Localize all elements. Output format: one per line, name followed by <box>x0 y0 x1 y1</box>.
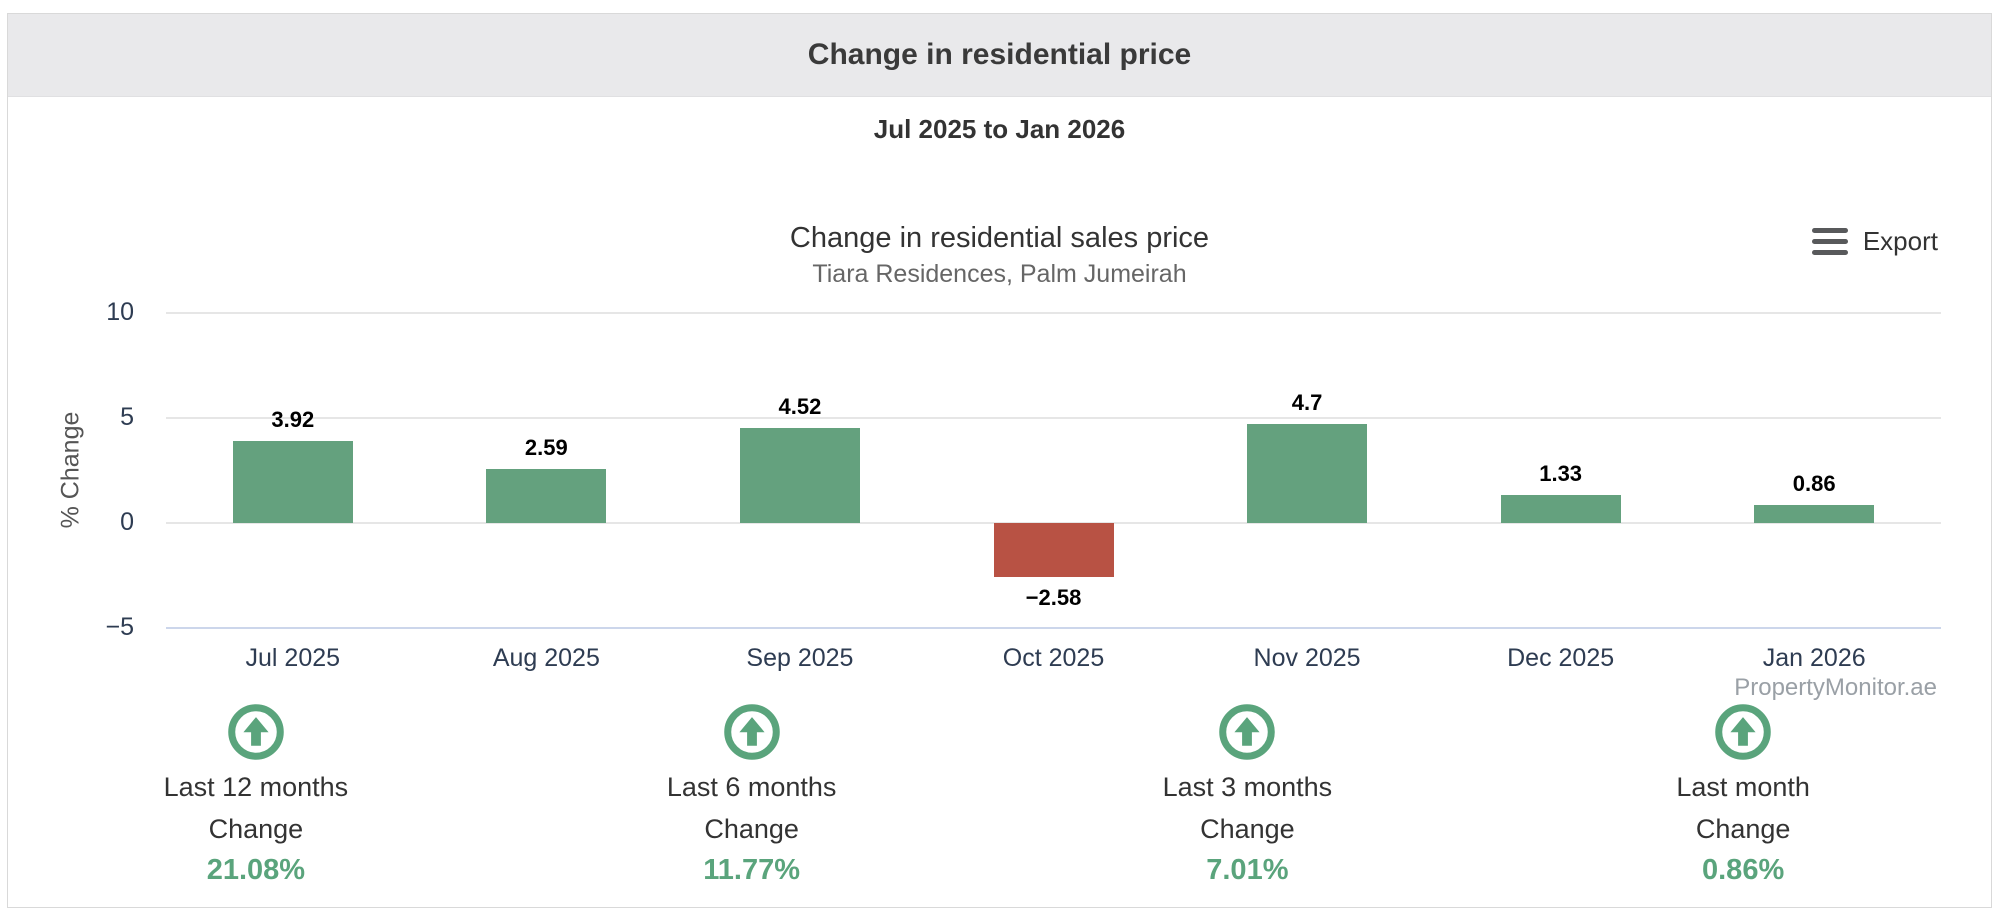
report-header: Change in residential price <box>8 14 1991 97</box>
stat-caption: Change <box>208 814 304 844</box>
stats-row: Last 12 months Change 21.08% Last 6 mont… <box>8 704 1991 887</box>
stat-block: Last 6 months Change 11.77% <box>504 704 1000 887</box>
report-card: Change in residential price Jul 2025 to … <box>7 13 1992 908</box>
bar-dec-2025[interactable] <box>1500 495 1621 523</box>
up-arrow-circle-icon <box>723 704 780 760</box>
bar-value-label: 4.52 <box>778 394 822 420</box>
up-arrow-circle-icon <box>1715 704 1771 760</box>
chart-subtitle: Tiara Residences, Palm Jumeirah <box>812 260 1187 288</box>
y-tick-label: 5 <box>120 403 134 431</box>
bar-value-label: −2.58 <box>1025 585 1082 611</box>
stat-block: Last 3 months Change 7.01% <box>1000 704 1496 887</box>
y-tick-label: −5 <box>105 613 134 641</box>
up-arrow-circle-icon <box>228 704 284 760</box>
chart-title: Change in residential sales price <box>789 222 1210 254</box>
export-label: Export <box>1862 226 1938 256</box>
up-arrow-circle-icon <box>1219 704 1276 760</box>
bar-oct-2025[interactable] <box>993 523 1114 578</box>
stat-value: 7.01% <box>1206 854 1289 886</box>
x-tick-label: Aug 2025 <box>492 644 600 672</box>
bar-value-label: 1.33 <box>1539 461 1583 487</box>
bar-value-label: 0.86 <box>1792 470 1836 496</box>
stat-period: Last 6 months <box>666 772 837 802</box>
stat-caption: Change <box>1695 814 1791 844</box>
bar-value-label: 3.92 <box>271 406 315 432</box>
stat-value: 11.77% <box>703 854 800 886</box>
bar-value-label: 4.7 <box>1291 390 1323 416</box>
x-tick-label: Jan 2026 <box>1762 644 1866 672</box>
x-tick-label: Oct 2025 <box>1002 644 1105 672</box>
stat-period: Last month <box>1676 772 1810 802</box>
x-tick-label: Jul 2025 <box>245 644 341 672</box>
stat-period: Last 12 months <box>163 772 349 802</box>
stat-caption: Change <box>1200 814 1295 844</box>
x-tick-label: Dec 2025 <box>1507 644 1615 672</box>
bar-jul-2025[interactable] <box>232 440 353 523</box>
x-axis-tick-labels: Jul 2025 Aug 2025 Sep 2025 Oct 2025 Nov 2025… <box>166 644 1941 674</box>
x-tick-label: Nov 2025 <box>1253 644 1361 672</box>
y-tick-label: 10 <box>106 298 134 326</box>
stat-caption: Change <box>704 814 799 844</box>
stat-value: 0.86% <box>1702 854 1785 886</box>
x-axis-line <box>166 627 1941 629</box>
plot-area: 3.92 2.59 4.52 −2.58 4.7 1.33 0.86 <box>166 312 1941 629</box>
bar-sep-2025[interactable] <box>739 428 860 523</box>
bar-aug-2025[interactable] <box>486 468 607 523</box>
date-range-subtitle: Jul 2025 to Jan 2026 <box>873 114 1126 144</box>
watermark: PropertyMonitor.ae <box>1734 674 1937 701</box>
stat-block: Last month Change 0.86% <box>1495 704 1991 887</box>
bar-nov-2025[interactable] <box>1247 424 1368 523</box>
stat-period: Last 3 months <box>1162 772 1333 802</box>
stat-value: 21.08% <box>206 854 306 886</box>
gridline <box>166 312 1941 314</box>
y-axis-tick-labels: 10 5 0 −5 <box>8 298 134 641</box>
bar-jan-2026[interactable] <box>1754 504 1875 523</box>
x-tick-label: Sep 2025 <box>746 644 854 672</box>
hamburger-menu-icon <box>1811 228 1848 255</box>
stat-block: Last 12 months Change 21.08% <box>8 704 504 887</box>
bar-value-label: 2.59 <box>524 434 568 460</box>
gridline <box>166 417 1941 419</box>
page-title: Change in residential price <box>807 38 1192 71</box>
y-tick-label: 0 <box>120 508 134 536</box>
export-button[interactable]: Export <box>1811 226 1938 257</box>
